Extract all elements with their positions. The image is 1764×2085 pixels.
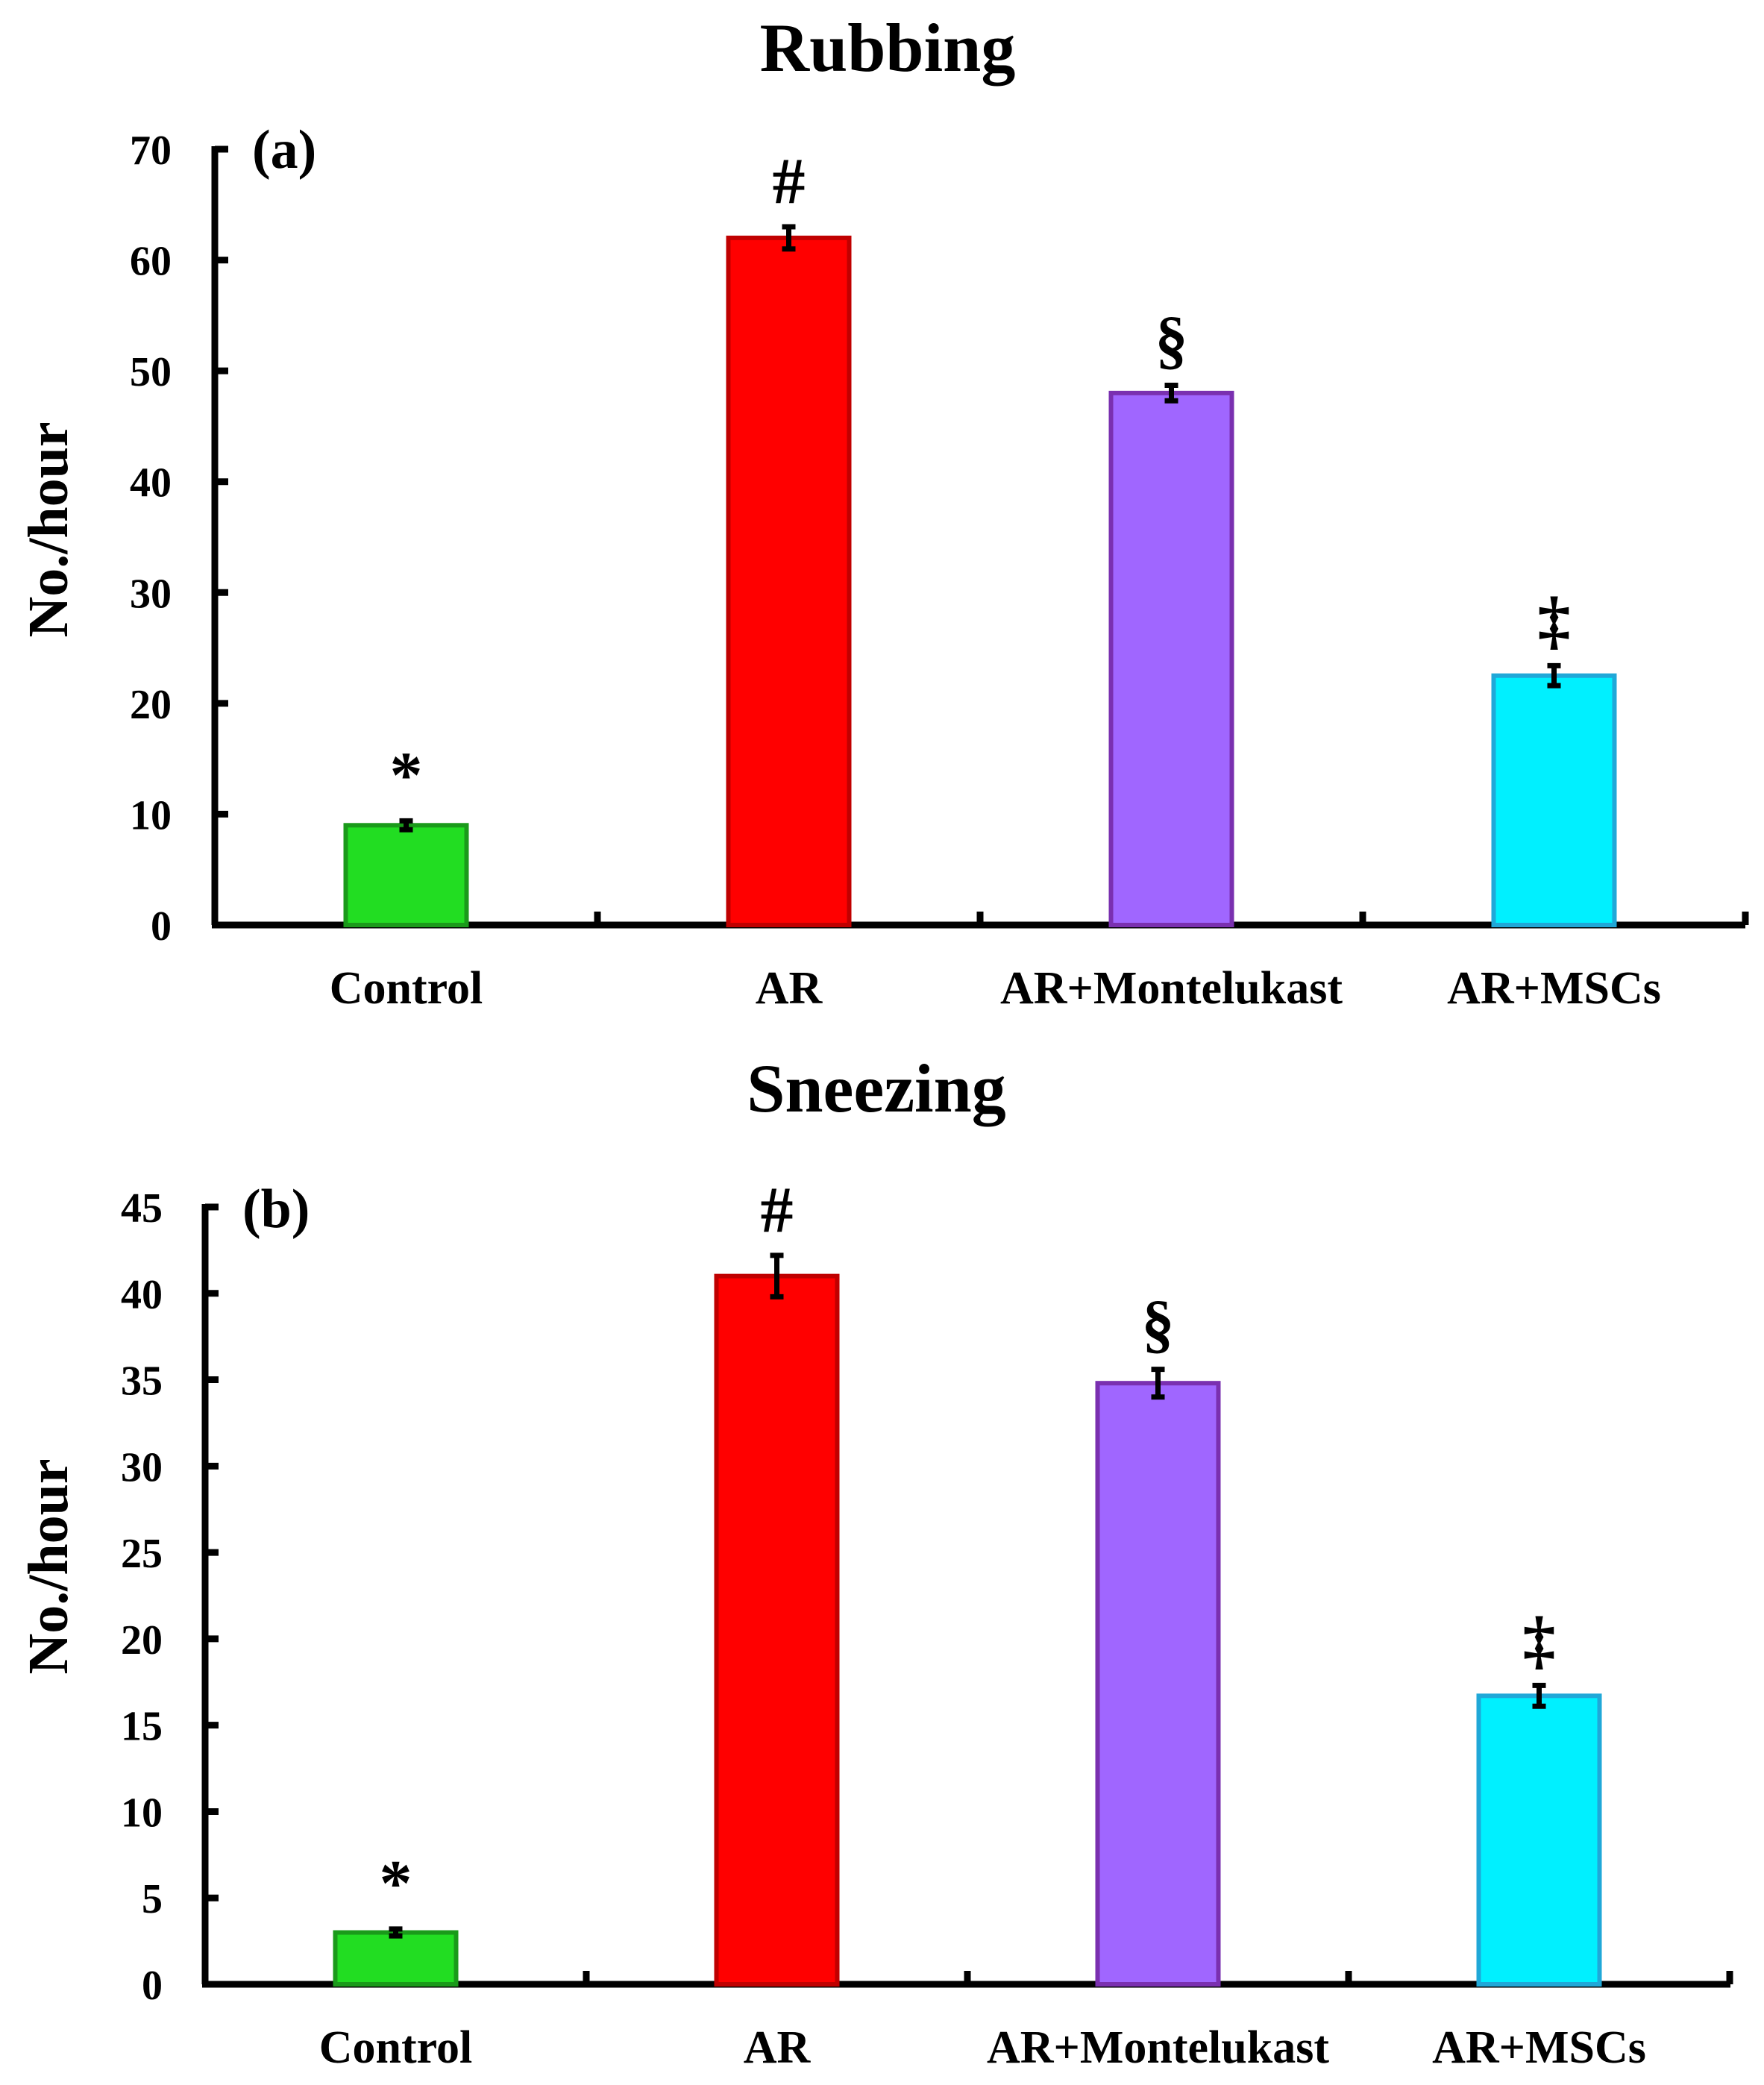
y-tick-label: 50 [130, 349, 172, 395]
significance-mark: * [380, 1848, 412, 1920]
panel-label: (a) [252, 119, 316, 181]
y-axis-label: No./hour [17, 1458, 80, 1674]
bar-control [343, 823, 469, 928]
x-tick-label: AR+MSCs [1447, 963, 1661, 1014]
y-tick-label: 25 [121, 1531, 163, 1577]
y-tick-label: 40 [130, 460, 172, 507]
significance-mark: # [773, 145, 806, 218]
y-tick-label: 30 [130, 571, 172, 617]
bar-ar [714, 1273, 840, 1987]
x-tick-label: Control [319, 2022, 473, 2073]
y-tick-label: 30 [121, 1444, 163, 1490]
bar-ar [726, 235, 852, 928]
significance-mark: ‡ [1538, 584, 1571, 656]
y-tick-label: 45 [121, 1185, 163, 1232]
significance-mark: * [390, 739, 423, 812]
y-tick-label: 10 [121, 1790, 163, 1836]
chart-title: Rubbing [760, 10, 1016, 86]
panel-a: Rubbing (a) No./hour 0 10 20 30 40 50 60 70 * Con… [17, 10, 1749, 1014]
y-tick-label: 40 [121, 1272, 163, 1318]
x-tick-label: AR [756, 963, 823, 1014]
x-tick-label: AR+Montelukast [987, 2022, 1329, 2073]
y-tick-label: 70 [130, 128, 172, 174]
panel-label: (b) [242, 1179, 310, 1240]
bar-ar-mscs [1491, 673, 1617, 927]
x-tick-label: AR [744, 2022, 812, 2073]
bar-ar-montelukast [1108, 390, 1234, 927]
y-tick-label: 35 [121, 1358, 163, 1405]
bar-control [333, 1930, 459, 1987]
y-tick-label: 5 [142, 1876, 163, 1922]
chart-title: Sneezing [747, 1050, 1006, 1126]
significance-mark: ‡ [1523, 1604, 1556, 1676]
panel-b: Sneezing (b) No./hour 0 5 10 15 20 25 30 35 40 45… [17, 1050, 1733, 2073]
y-tick-label: 20 [121, 1617, 163, 1664]
y-tick-label: 20 [130, 682, 172, 728]
bar-ar-montelukast [1095, 1381, 1221, 1987]
y-tick-label: 0 [151, 903, 172, 950]
y-tick-label: 15 [121, 1704, 163, 1750]
bar-ar-mscs [1476, 1693, 1602, 1987]
x-tick-label: AR+Montelukast [1000, 963, 1343, 1014]
significance-mark: § [1142, 1288, 1175, 1361]
y-axis-label: No./hour [17, 421, 80, 637]
x-tick-label: AR+MSCs [1432, 2022, 1646, 2073]
significance-mark: # [761, 1174, 794, 1247]
significance-mark: § [1155, 304, 1188, 376]
x-tick-label: Control [330, 963, 483, 1014]
y-tick-label: 60 [130, 239, 172, 285]
y-tick-label: 0 [142, 1963, 163, 2009]
y-tick-label: 10 [130, 792, 172, 838]
